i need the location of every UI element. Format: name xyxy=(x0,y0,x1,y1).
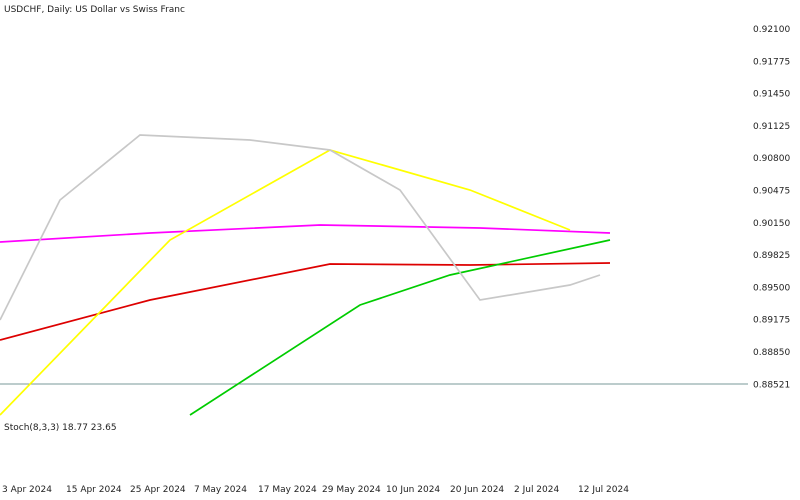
svg-text:0.90800: 0.90800 xyxy=(753,154,790,164)
svg-text:0.91450: 0.91450 xyxy=(753,90,790,100)
svg-text:15 Apr 2024: 15 Apr 2024 xyxy=(66,485,122,495)
svg-text:17 May 2024: 17 May 2024 xyxy=(258,485,317,495)
svg-text:0.91125: 0.91125 xyxy=(753,122,790,132)
svg-text:0.92100: 0.92100 xyxy=(753,25,790,35)
svg-text:10 Jun 2024: 10 Jun 2024 xyxy=(386,485,440,495)
svg-text:3 Apr 2024: 3 Apr 2024 xyxy=(2,485,52,495)
svg-text:0.90150: 0.90150 xyxy=(753,219,790,229)
svg-text:0.88521: 0.88521 xyxy=(753,380,790,390)
svg-text:29 May 2024: 29 May 2024 xyxy=(322,485,381,495)
chart-title: USDCHF, Daily: US Dollar vs Swiss Franc xyxy=(4,5,185,15)
svg-text:12 Jul 2024: 12 Jul 2024 xyxy=(578,485,629,495)
svg-text:0.88850: 0.88850 xyxy=(753,348,790,358)
svg-text:20 Jun 2024: 20 Jun 2024 xyxy=(450,485,504,495)
svg-text:0.89825: 0.89825 xyxy=(753,251,790,261)
svg-text:0.89175: 0.89175 xyxy=(753,316,790,326)
svg-text:7 May 2024: 7 May 2024 xyxy=(194,485,247,495)
svg-text:0.89500: 0.89500 xyxy=(753,283,790,293)
svg-text:25 Apr 2024: 25 Apr 2024 xyxy=(130,485,186,495)
svg-text:0.90475: 0.90475 xyxy=(753,187,790,197)
svg-text:2 Jul 2024: 2 Jul 2024 xyxy=(514,485,559,495)
stoch-label: Stoch(8,3,3) 18.77 23.65 xyxy=(4,423,117,433)
svg-text:0.91775: 0.91775 xyxy=(753,57,790,67)
